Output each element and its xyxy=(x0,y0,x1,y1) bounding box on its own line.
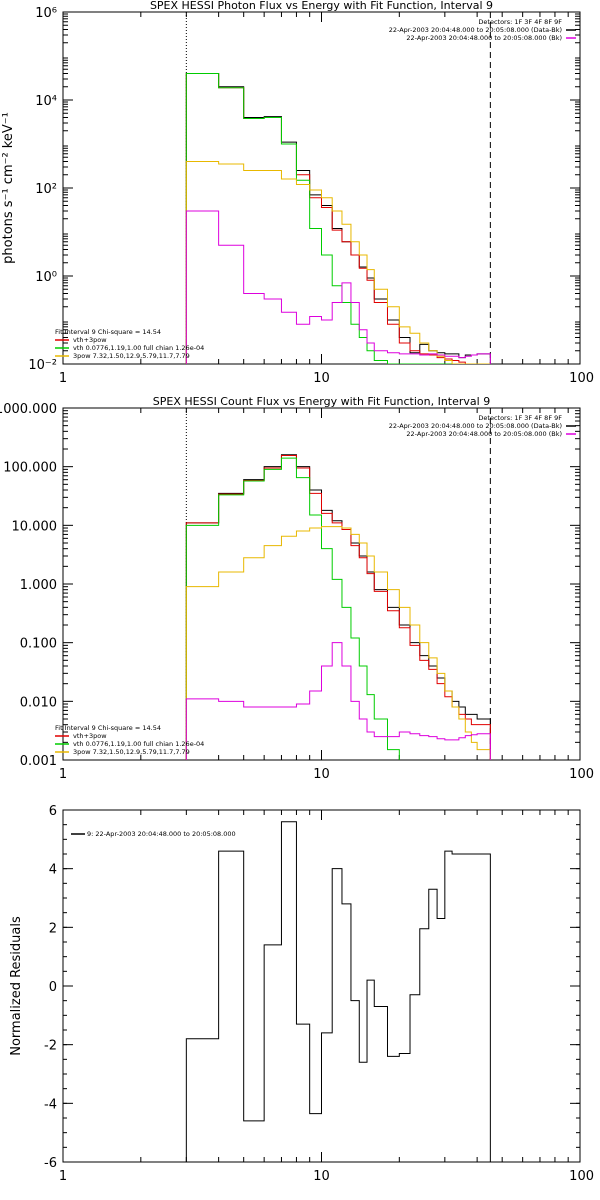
x-tick-label: 100 xyxy=(569,1169,594,1184)
legend-entry: 22-Apr-2003 20:04:48.000 to 20:05:08.000… xyxy=(406,430,562,438)
y-tick-label: 0 xyxy=(49,980,57,995)
y-tick-label: 10⁴ xyxy=(35,94,57,109)
y-tick-label: -2 xyxy=(44,1039,57,1054)
series-line-4 xyxy=(185,161,491,364)
legend-entry: Fit Interval 9 Chi-square = 14.54 xyxy=(55,724,161,732)
y-tick-label: 2 xyxy=(49,921,57,936)
series-group xyxy=(185,454,491,760)
y-tick-label: 10⁻² xyxy=(28,358,57,373)
legend-entry: 3pow 7.32,1.50,12.9,5.79,11.7,7.79 xyxy=(73,352,190,360)
y-axis: 10⁻² 10⁰ 10² 10⁴ 10⁶ xyxy=(28,6,580,373)
y-axis: -6 -4 -2 0 2 4 6 xyxy=(44,804,580,1171)
series-line-1 xyxy=(185,73,491,364)
series-line-3 xyxy=(185,73,491,364)
legend-entry: 3pow 7.32,1.50,12.9,5.79,11.7,7.79 xyxy=(73,748,190,756)
y-axis-label: Normalized Residuals xyxy=(9,916,24,1056)
chart-panel-1: SPEX HESSI Photon Flux vs Energy with Fi… xyxy=(1,0,594,386)
chart-title: SPEX HESSI Count Flux vs Energy with Fit… xyxy=(153,395,490,408)
y-tick-label: 10⁶ xyxy=(35,6,57,21)
y-axis-label: photons s⁻¹ cm⁻² keV⁻¹ xyxy=(1,112,16,264)
x-axis: 1 10 100 xyxy=(59,408,594,782)
legend-entry: 22-Apr-2003 20:04:48.000 to 20:05:08.000… xyxy=(389,26,562,34)
x-axis: 1 10 100 xyxy=(59,810,594,1184)
series-line-2 xyxy=(185,73,491,364)
series-line-3 xyxy=(185,457,491,760)
y-tick-label: 6 xyxy=(49,804,57,819)
y-axis: 0.001 0.010 0.100 1.000 10.000 100.000 1000.00… xyxy=(0,402,580,769)
legend-entry: Detectors: 1F 3F 4F 8F 9F xyxy=(478,414,562,422)
x-tick-label: 1 xyxy=(59,767,67,782)
x-tick-label: 100 xyxy=(569,371,594,386)
y-tick-label: 1000.000 xyxy=(0,402,57,417)
plot-frame xyxy=(62,11,581,365)
x-tick-label: 10 xyxy=(313,767,330,782)
y-tick-label: 0.001 xyxy=(20,754,57,769)
chart-panel-2: SPEX HESSI Count Flux vs Energy with Fit… xyxy=(0,395,594,782)
series-line-4 xyxy=(185,526,491,760)
legend-entry: Fit Interval 9 Chi-square = 14.54 xyxy=(55,328,161,336)
legend-entry: vth+3pow xyxy=(73,732,107,740)
y-tick-label: 100.000 xyxy=(3,461,57,476)
x-tick-label: 1 xyxy=(59,1169,67,1184)
x-tick-label: 1 xyxy=(59,371,67,386)
y-tick-label: 0.100 xyxy=(20,637,57,652)
y-tick-label: 10⁰ xyxy=(35,270,57,285)
series-line-1 xyxy=(185,821,491,1162)
legend-entry: 22-Apr-2003 20:04:48.000 to 20:05:08.000… xyxy=(389,422,562,430)
legend-entry: Detectors: 1F 3F 4F 8F 9F xyxy=(478,18,562,26)
legend-entry: vth 0.0776,1.19,1.00 full chian 1.26e-04 xyxy=(73,344,204,352)
x-tick-label: 10 xyxy=(313,371,330,386)
x-axis: 1 10 100 xyxy=(59,12,594,386)
legend-entry: vth+3pow xyxy=(73,336,107,344)
series-line-1 xyxy=(185,454,491,760)
chart-panel-3: 1 10 100 -6 -4 -2 0 2 4 6 Normalized Residuals 9: 2… xyxy=(9,804,594,1184)
series-line-2 xyxy=(185,455,491,760)
legend-entry: 9: 22-Apr-2003 20:04:48.000 to 20:05:08.… xyxy=(87,830,236,838)
legend-entry: 22-Apr-2003 20:04:48.000 to 20:05:08.000… xyxy=(406,34,562,42)
y-tick-label: -6 xyxy=(44,1156,57,1171)
x-tick-label: 10 xyxy=(313,1169,330,1184)
x-tick-label: 100 xyxy=(569,767,594,782)
legend-entry: vth 0.0776,1.19,1.00 full chian 1.26e-04 xyxy=(73,740,204,748)
y-tick-label: -4 xyxy=(44,1097,57,1112)
series-group xyxy=(185,73,491,364)
series-line-5 xyxy=(185,642,491,760)
y-tick-label: 10² xyxy=(35,182,57,197)
y-tick-label: 1.000 xyxy=(20,578,57,593)
chart-title: SPEX HESSI Photon Flux vs Energy with Fi… xyxy=(150,0,493,12)
y-tick-label: 0.010 xyxy=(20,695,57,710)
series-line-5 xyxy=(185,210,491,364)
plot-frame xyxy=(62,407,581,761)
y-tick-label: 4 xyxy=(49,863,57,878)
y-tick-label: 10.000 xyxy=(12,519,58,534)
series-group xyxy=(185,821,491,1162)
